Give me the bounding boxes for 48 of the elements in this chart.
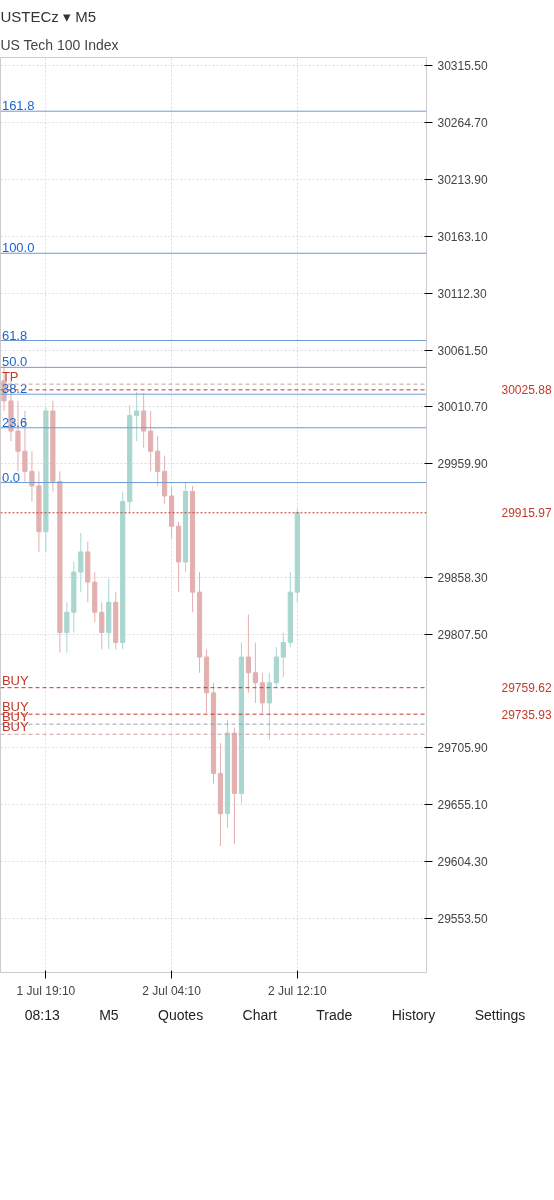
y-tick-label: 30010.70 xyxy=(437,400,488,415)
text: History xyxy=(391,1006,436,1025)
x-tick-label: 1 Jul 19:10 xyxy=(16,983,76,998)
y-tick-label: 29553.50 xyxy=(437,911,488,926)
y-tick-label: 29705.90 xyxy=(437,741,488,756)
chart-subtitle: US Tech 100 Index xyxy=(0,36,119,53)
y-tick-label: 29604.30 xyxy=(437,854,488,869)
chart-title: USTECz ▾ M5 xyxy=(0,7,97,25)
y-tick-label: 30315.50 xyxy=(437,59,488,74)
annotation: 50.0 xyxy=(1,354,28,370)
annotation: 161.8 xyxy=(1,98,35,114)
text: Quotes xyxy=(158,1006,204,1025)
annotation: 0.0 xyxy=(1,469,20,485)
candlestick xyxy=(252,642,258,704)
candlestick xyxy=(259,672,265,714)
candlestick xyxy=(148,410,154,472)
y-tick-label: 30061.50 xyxy=(437,343,488,358)
candlestick xyxy=(141,392,147,449)
ref-line-label: 30025.88 xyxy=(501,383,552,398)
candlestick xyxy=(245,614,252,694)
ref-line-label: 29735.93 xyxy=(501,707,552,722)
ref-line-label: 29759.62 xyxy=(501,681,552,696)
y-tick-label: 30163.10 xyxy=(437,229,488,244)
annotation: 100.0 xyxy=(1,240,35,256)
candlestick xyxy=(280,631,286,678)
y-tick-label: 30112.30 xyxy=(437,286,487,301)
x-tick-label: 2 Jul 12:10 xyxy=(267,983,327,998)
y-tick-label: 29655.10 xyxy=(437,798,488,813)
candlestick xyxy=(78,532,84,593)
text: Chart xyxy=(242,1006,277,1025)
annotation: 61.8 xyxy=(1,327,28,343)
ref-line-label: 29915.97 xyxy=(501,506,552,521)
y-tick-label: 30264.70 xyxy=(437,116,488,131)
text: M5 xyxy=(99,1006,119,1025)
annotation: BUY xyxy=(1,672,29,688)
candlestick xyxy=(134,391,140,442)
annotation: 23.6 xyxy=(1,414,28,430)
y-tick-label: 29959.90 xyxy=(437,457,488,472)
text: 08:13 xyxy=(24,1006,60,1025)
candlestick xyxy=(266,672,272,741)
y-tick-label: 30213.90 xyxy=(437,173,488,188)
candlestick xyxy=(155,435,161,487)
y-tick-label: 29858.30 xyxy=(437,570,488,585)
text: Settings xyxy=(474,1006,526,1025)
text: Trade xyxy=(316,1006,353,1025)
candlestick xyxy=(99,601,105,650)
x-tick-label: 2 Jul 04:10 xyxy=(142,983,202,998)
y-tick-label: 29807.50 xyxy=(437,627,488,642)
